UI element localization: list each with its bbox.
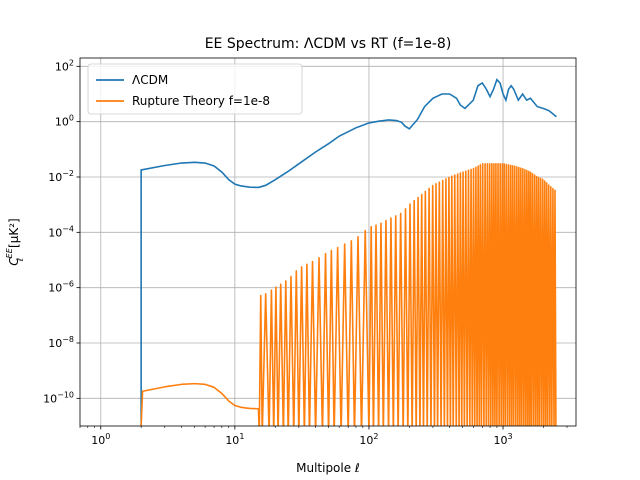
x-tick-exp: 0 <box>105 432 110 441</box>
legend: ΛCDM Rupture Theory f=1e-8 <box>87 63 303 115</box>
series-layer <box>140 78 557 426</box>
x-axis-label: Multipole ℓ <box>296 461 360 475</box>
y-tick-base: 10 <box>48 282 62 295</box>
y-tick-exp: −2 <box>62 169 74 178</box>
y-axis-label-base: C <box>7 257 21 266</box>
chart-title: EE Spectrum: ΛCDM vs RT (f=1e-8) <box>205 36 452 52</box>
x-tick-exp: 2 <box>373 432 378 441</box>
y-tick-base: 10 <box>48 171 62 184</box>
legend-label: Rupture Theory f=1e-8 <box>132 94 270 108</box>
y-tick-base: 10 <box>43 392 57 405</box>
y-tick-base: 10 <box>55 116 69 129</box>
y-tick-base: 10 <box>55 60 69 73</box>
y-tick-label: 10−8 <box>48 335 74 350</box>
y-axis-label: CEEℓ [μK²] <box>5 218 25 266</box>
x-tick-label: 102 <box>359 432 378 447</box>
y-tick-base: 10 <box>48 337 62 350</box>
y-tick-exp: 0 <box>69 114 74 123</box>
y-axis-label-sup: EE <box>5 247 14 258</box>
y-axis-label-unit: [μK²] <box>7 218 21 248</box>
y-tick-label: 10−2 <box>48 169 74 184</box>
series-rupture-theory-line <box>140 163 557 426</box>
y-tick-exp: 2 <box>69 58 74 67</box>
legend-label: ΛCDM <box>132 73 168 87</box>
y-tick-exp: −4 <box>62 224 74 233</box>
y-tick-label: 10−4 <box>48 224 74 239</box>
x-tick-base: 10 <box>493 434 507 447</box>
x-axis: 100 101 102 103 <box>79 426 568 447</box>
x-tick-base: 10 <box>225 434 239 447</box>
y-tick-label: 10−10 <box>43 390 74 405</box>
series-lcdm-line <box>140 78 557 426</box>
plot-frame <box>79 57 577 427</box>
x-tick-base: 10 <box>91 434 105 447</box>
y-tick-base: 10 <box>48 226 62 239</box>
y-tick-exp: −8 <box>62 335 74 344</box>
y-axis-label-sub: ℓ <box>16 258 25 262</box>
y-tick-exp: −10 <box>57 390 74 399</box>
x-tick-label: 101 <box>225 432 244 447</box>
y-tick-label: 100 <box>55 114 74 129</box>
y-tick-label: 102 <box>55 58 74 73</box>
x-tick-base: 10 <box>359 434 373 447</box>
grid-lines <box>80 58 576 426</box>
x-tick-exp: 3 <box>507 432 512 441</box>
x-tick-label: 100 <box>91 432 110 447</box>
x-tick-exp: 1 <box>239 432 244 441</box>
legend-box <box>87 63 303 115</box>
y-tick-label: 10−6 <box>48 280 74 295</box>
x-tick-label: 103 <box>493 432 512 447</box>
y-tick-exp: −6 <box>62 280 74 289</box>
